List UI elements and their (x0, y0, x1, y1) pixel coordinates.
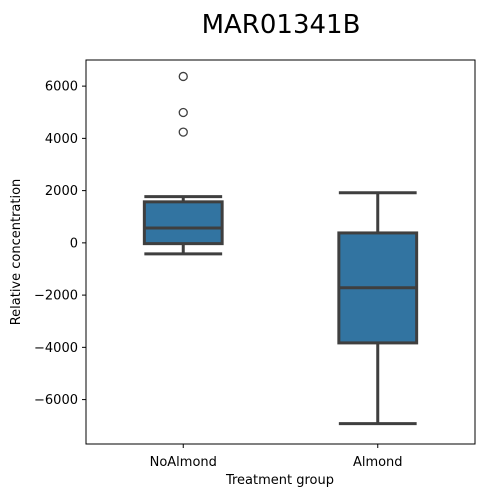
x-tick-label: Almond (353, 455, 403, 470)
plot-area (142, 71, 419, 426)
x-axis-label: Treatment group (225, 473, 334, 488)
box-noalmond (142, 71, 224, 256)
x-axis: NoAlmond Almond (150, 444, 403, 470)
outlier-point (178, 71, 188, 82)
y-axis: 6000 4000 2000 0 −2000 −4000 −6000 (34, 80, 86, 408)
y-tick-label: −2000 (34, 289, 78, 304)
y-tick-label: 0 (70, 236, 78, 251)
plot-frame (85, 59, 476, 445)
y-tick-label: 4000 (45, 132, 78, 147)
box-almond (337, 191, 419, 426)
iqr-box (142, 200, 224, 246)
y-tick-label: −6000 (34, 393, 78, 408)
chart-title: MAR01341B (202, 10, 361, 40)
outlier-point (178, 127, 188, 137)
outlier-point (178, 107, 188, 118)
y-tick-label: −4000 (34, 341, 78, 356)
y-tick-label: 2000 (45, 184, 78, 199)
x-tick-label: NoAlmond (150, 455, 217, 470)
y-axis-label: Relative concentration (9, 179, 24, 326)
y-tick-label: 6000 (45, 80, 78, 95)
